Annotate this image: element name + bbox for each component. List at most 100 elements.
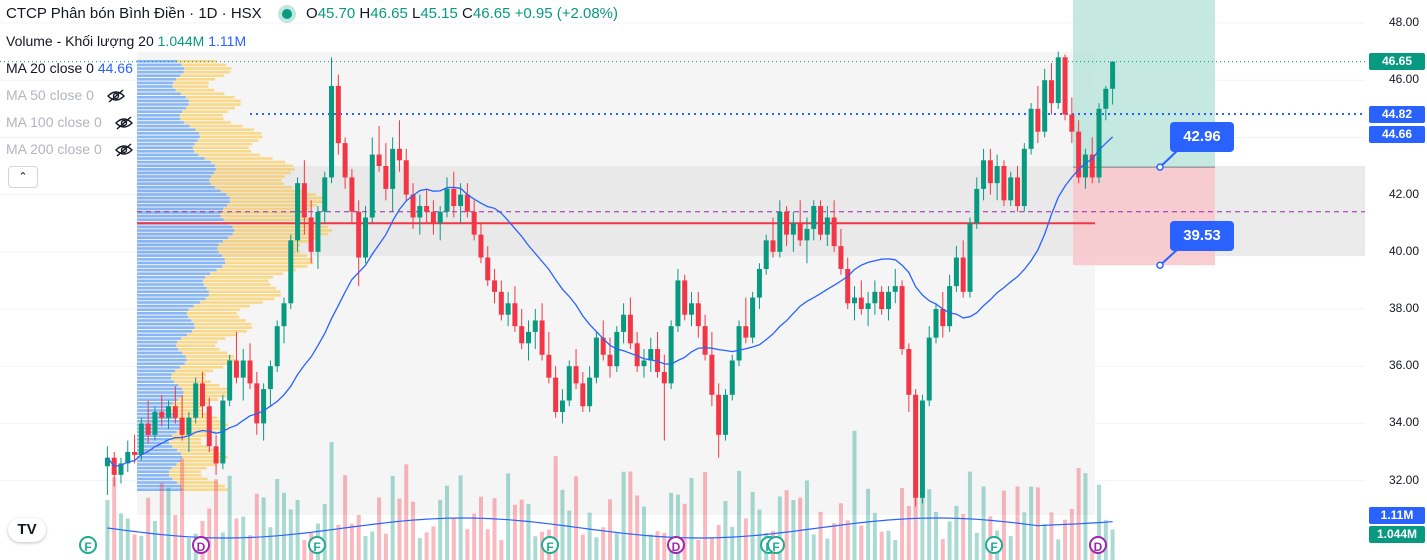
volume-profile-bar-down — [174, 369, 213, 373]
event-earnings-badge[interactable]: F — [985, 536, 1003, 554]
event-earnings-badge[interactable]: F — [308, 536, 326, 554]
volume-bar — [981, 486, 986, 560]
volume-profile-bar-down — [214, 186, 293, 189]
candle-body — [478, 234, 484, 258]
symbol-title[interactable]: CTCP Phân bón Bình Điền · 1D · HSX — [6, 5, 262, 22]
volume-bar — [343, 475, 348, 560]
volume-profile-bar-down — [177, 340, 218, 344]
volume-profile-bar-up — [137, 470, 169, 473]
volume-bar — [1042, 524, 1047, 560]
volume-profile-bar-down — [199, 301, 263, 304]
candle-body — [1048, 80, 1054, 104]
volume-profile-bar-up — [137, 276, 205, 279]
volume-bar — [886, 530, 891, 560]
candle-body — [967, 223, 973, 292]
volume-profile-bar-down — [199, 132, 262, 135]
hidden-eye-icon[interactable] — [114, 142, 134, 158]
volume-profile-bar-down — [222, 265, 308, 268]
volume-bar — [913, 491, 918, 560]
volume-profile-bar-down — [169, 405, 203, 409]
volume-profile-bar-up — [137, 358, 187, 362]
ma200-legend[interactable]: MA 200 close 0 — [6, 140, 134, 158]
volume-legend[interactable]: Volume - Khối lượng 20 1.044M 1.11M — [6, 32, 246, 50]
volume-profile-bar-up — [137, 315, 189, 319]
volume-bar — [472, 513, 477, 560]
candle-body — [485, 257, 491, 281]
volume-bar — [329, 442, 334, 560]
candle-body — [498, 291, 504, 315]
candle-body — [1076, 131, 1082, 178]
volume-label: Volume - Khối lượng 20 — [6, 33, 154, 49]
candle-body — [104, 457, 110, 467]
candle-body — [342, 143, 348, 178]
candle-body — [329, 85, 335, 178]
candle-body — [655, 349, 661, 372]
stop-loss-callout[interactable]: 39.53 — [1170, 221, 1234, 251]
candle-body — [879, 291, 885, 309]
candle-body — [315, 211, 321, 252]
volume-profile-bar-down — [184, 67, 232, 70]
volume-profile-bar-up — [137, 456, 183, 459]
volume-profile-bar-down — [232, 225, 329, 229]
volume-bar — [750, 491, 755, 560]
event-earnings-badge[interactable]: F — [79, 536, 97, 554]
volume-bar — [336, 524, 341, 560]
candle-body — [804, 228, 810, 241]
volume-bar — [1049, 512, 1054, 560]
candle-body — [974, 188, 980, 224]
ma50-legend[interactable]: MA 50 close 0 — [6, 86, 126, 104]
candle-body — [1110, 61, 1116, 89]
event-earnings-badge[interactable]: F — [767, 536, 785, 554]
candle-body — [274, 326, 280, 367]
candle-body — [417, 206, 423, 218]
take-profit-callout[interactable]: 42.96 — [1170, 122, 1234, 152]
candle-body — [736, 326, 742, 361]
candle-body — [675, 280, 681, 327]
volume-profile-bar-up — [137, 484, 181, 488]
candle-body — [322, 177, 328, 212]
volume-bar — [295, 499, 300, 560]
volume-profile-bar-up — [137, 301, 200, 304]
volume-profile-bar-down — [180, 452, 225, 455]
hidden-eye-icon[interactable] — [106, 88, 126, 104]
volume-profile-bar-down — [182, 110, 228, 113]
volume-profile-bar-up — [137, 81, 173, 85]
volume-profile-bar-up — [137, 438, 170, 441]
candle-body — [818, 206, 824, 235]
event-dividend-badge[interactable]: D — [192, 536, 210, 554]
event-dividend-badge[interactable]: D — [1089, 536, 1107, 554]
candle-body — [729, 360, 735, 395]
volume-profile-bar-up — [137, 376, 172, 380]
volume-profile-bar-up — [137, 193, 227, 196]
candle-body — [953, 257, 959, 287]
volume-bar — [275, 479, 280, 560]
volume-bar — [784, 490, 789, 560]
ma100-label: MA 100 close 0 — [6, 114, 102, 130]
volume-profile-bar-down — [194, 150, 252, 153]
hidden-eye-icon[interactable] — [114, 115, 134, 131]
ma20-legend[interactable]: MA 20 close 0 44.66 — [6, 59, 133, 77]
candle-body — [593, 337, 599, 378]
tradingview-logo[interactable]: TV — [8, 518, 46, 542]
collapse-legend-button[interactable]: ⌃ — [8, 166, 38, 188]
ma100-legend[interactable]: MA 100 close 0 — [6, 113, 134, 131]
volume-profile-bar-up — [137, 150, 195, 153]
volume-profile-bar-up — [137, 423, 183, 427]
event-dividend-badge[interactable]: D — [667, 536, 685, 554]
take-profit-anchor — [1156, 163, 1164, 171]
volume-bar — [893, 539, 898, 560]
volume-profile-bar-up — [137, 394, 182, 398]
volume-bar — [574, 476, 579, 560]
candle-body — [641, 360, 647, 367]
volume-profile-bar-down — [182, 456, 228, 459]
volume-bar — [431, 526, 436, 560]
volume-profile-bar-up — [137, 139, 198, 142]
event-earnings-badge[interactable]: F — [541, 536, 559, 554]
volume-profile-bar-up — [137, 441, 170, 445]
volume-profile-bar-up — [137, 427, 181, 430]
candle-body — [831, 217, 837, 247]
candle-body — [125, 452, 131, 464]
candle-body — [627, 314, 633, 344]
price-axis-tick: 46.00 — [1388, 72, 1419, 87]
